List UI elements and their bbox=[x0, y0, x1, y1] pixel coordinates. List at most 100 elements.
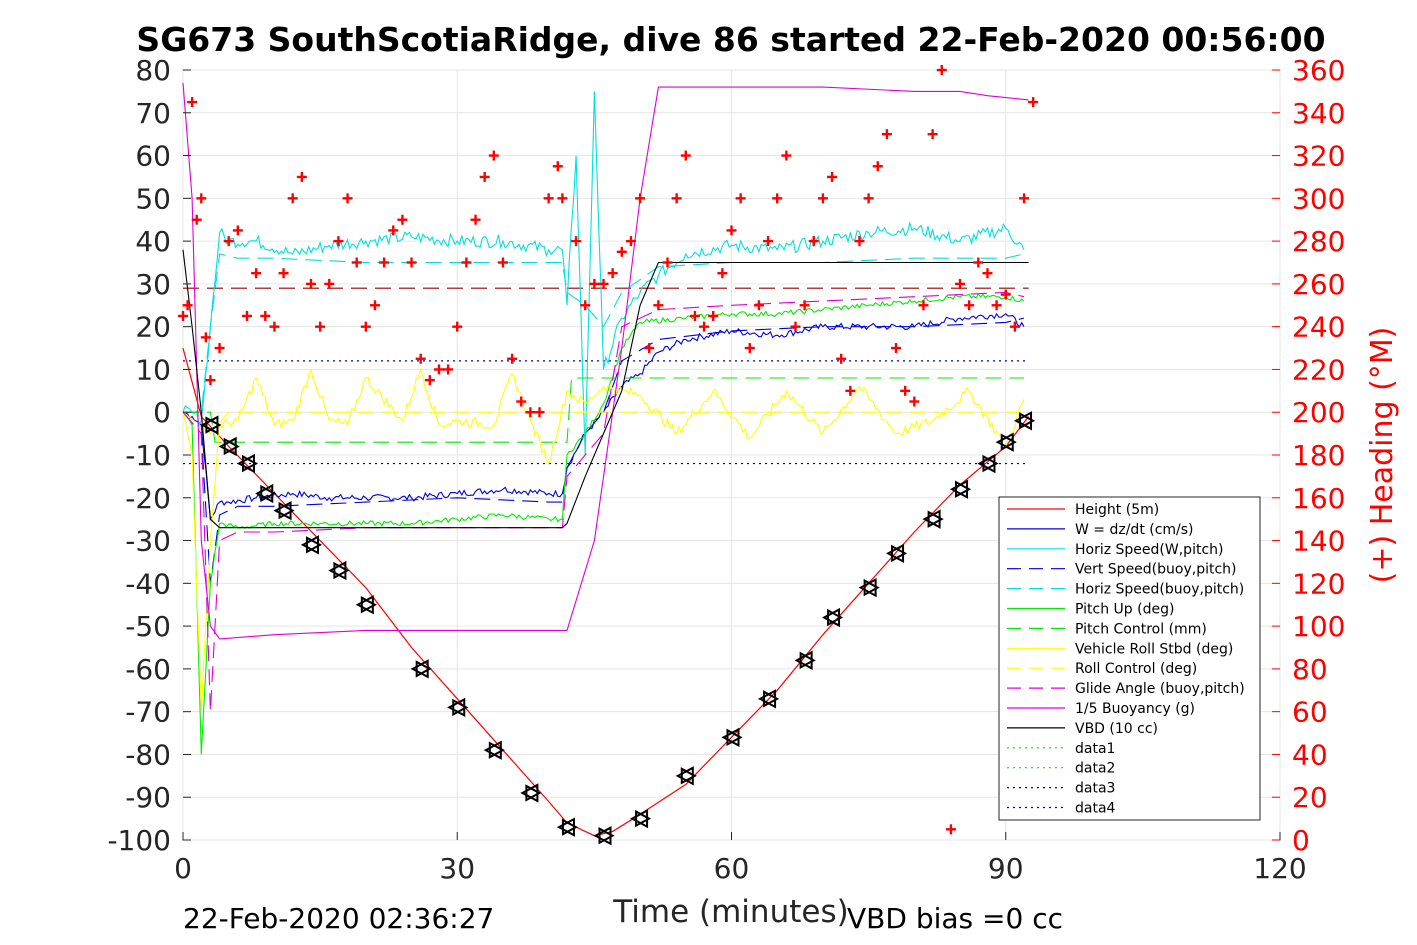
heading-point bbox=[964, 300, 975, 311]
heading-point bbox=[936, 65, 947, 75]
heading-point bbox=[191, 214, 202, 225]
depth-marker bbox=[927, 510, 944, 528]
heading-point bbox=[187, 97, 198, 108]
y-tick-label: -10 bbox=[125, 439, 171, 472]
right-axis-label: (+) Heading (°M) bbox=[1365, 327, 1400, 584]
footer-timestamp: 22-Feb-2020 02:36:27 bbox=[183, 902, 494, 935]
x-tick-label: 60 bbox=[714, 852, 750, 885]
heading-point bbox=[1000, 289, 1011, 300]
heading-point bbox=[1028, 97, 1039, 108]
y-tick-label: 10 bbox=[135, 353, 171, 386]
heading-point bbox=[607, 268, 618, 279]
heading-point bbox=[269, 321, 280, 332]
heading-point bbox=[598, 278, 609, 289]
depth-marker bbox=[260, 484, 277, 503]
heading-point bbox=[205, 375, 216, 386]
heading-point bbox=[260, 310, 271, 321]
legend-entry: Glide Angle (buoy,pitch) bbox=[1075, 681, 1245, 697]
depth-marker bbox=[205, 416, 222, 434]
x-tick-label: 0 bbox=[174, 852, 192, 885]
depth-marker bbox=[241, 454, 259, 473]
heading-point bbox=[516, 396, 527, 407]
heading-point bbox=[817, 193, 828, 204]
y-tick-label: 40 bbox=[135, 225, 171, 258]
heading-point bbox=[909, 396, 920, 407]
series-line bbox=[182, 411, 1024, 435]
x-tick-label: 120 bbox=[1253, 852, 1306, 885]
legend-entry: W = dz/dt (cm/s) bbox=[1075, 522, 1194, 538]
footer-vbd-bias: VBD bias =0 cc bbox=[847, 902, 1063, 935]
right-tick-label: 260 bbox=[1292, 268, 1345, 301]
depth-marker bbox=[415, 660, 432, 678]
heading-point bbox=[589, 278, 600, 289]
heading-point bbox=[927, 129, 938, 140]
heading-point bbox=[305, 278, 316, 289]
heading-point bbox=[182, 300, 193, 311]
depth-marker bbox=[763, 690, 780, 708]
axis-ticks: 0 30 60 90 12080706050403020100-10-20-30-40-… bbox=[107, 54, 1345, 885]
heading-point bbox=[1009, 321, 1020, 332]
heading-point bbox=[552, 161, 563, 172]
depth-marker bbox=[305, 536, 323, 554]
legend-entry: Vehicle Roll Stbd (deg) bbox=[1075, 641, 1233, 657]
x-axis-label: Time (minutes) bbox=[612, 894, 848, 930]
x-tick-label: 90 bbox=[988, 852, 1024, 885]
depth-marker bbox=[726, 728, 743, 747]
right-tick-label: 360 bbox=[1292, 54, 1345, 87]
right-tick-label: 80 bbox=[1292, 653, 1328, 686]
legend: Height (5m) W = dz/dt (cm/s) Horiz Speed(W… bbox=[998, 496, 1261, 821]
right-tick-label: 200 bbox=[1292, 396, 1345, 429]
legend-box bbox=[998, 496, 1261, 821]
heading-point bbox=[360, 321, 371, 332]
heading-point bbox=[717, 268, 728, 279]
series-line bbox=[182, 91, 1025, 456]
heading-point bbox=[525, 407, 536, 418]
heading-point bbox=[918, 300, 929, 311]
heading-point bbox=[497, 257, 508, 268]
heading-point bbox=[388, 225, 399, 236]
y-tick-label: 60 bbox=[135, 140, 171, 173]
heading-point bbox=[557, 193, 568, 204]
right-tick-label: 340 bbox=[1292, 97, 1345, 130]
heading-point bbox=[827, 171, 838, 182]
chart-title: SG673 SouthScotiaRidge, dive 86 started … bbox=[136, 20, 1325, 59]
right-tick-label: 60 bbox=[1292, 696, 1328, 729]
heading-point bbox=[369, 300, 380, 311]
y-tick-label: -80 bbox=[125, 738, 171, 771]
depth-marker bbox=[278, 501, 295, 520]
heading-point bbox=[836, 353, 847, 364]
right-tick-label: 120 bbox=[1292, 567, 1345, 600]
heading-point bbox=[955, 278, 966, 289]
heading-point bbox=[772, 193, 783, 204]
heading-point bbox=[214, 343, 225, 354]
depth-marker bbox=[525, 784, 542, 802]
heading-point bbox=[799, 300, 810, 311]
legend-entry: data3 bbox=[1075, 781, 1115, 797]
depth-marker bbox=[488, 741, 505, 759]
heading-point bbox=[625, 236, 636, 247]
legend-entry: Vert Speed(buoy,pitch) bbox=[1075, 562, 1237, 578]
heading-point bbox=[461, 257, 472, 268]
series-line bbox=[183, 253, 1025, 413]
legend-entry: data4 bbox=[1075, 801, 1116, 817]
heading-point bbox=[571, 236, 582, 247]
heading-point bbox=[753, 300, 764, 311]
heading-point bbox=[342, 193, 353, 204]
heading-point bbox=[397, 214, 408, 225]
heading-point bbox=[351, 257, 362, 268]
heading-point bbox=[735, 193, 746, 204]
heading-point bbox=[534, 407, 545, 418]
legend-entry: Horiz Speed(W,pitch) bbox=[1075, 542, 1223, 558]
heading-point bbox=[470, 214, 481, 225]
y-tick-label: 80 bbox=[135, 54, 171, 87]
depth-marker bbox=[223, 437, 240, 456]
y-tick-label: -100 bbox=[107, 824, 171, 857]
heading-point bbox=[324, 278, 335, 289]
heading-point bbox=[232, 225, 243, 236]
right-tick-label: 220 bbox=[1292, 353, 1345, 386]
depth-marker bbox=[799, 651, 816, 670]
depth-markers bbox=[200, 411, 1036, 846]
y-tick-label: -60 bbox=[125, 653, 171, 686]
legend-entry: Height (5m) bbox=[1075, 502, 1159, 518]
